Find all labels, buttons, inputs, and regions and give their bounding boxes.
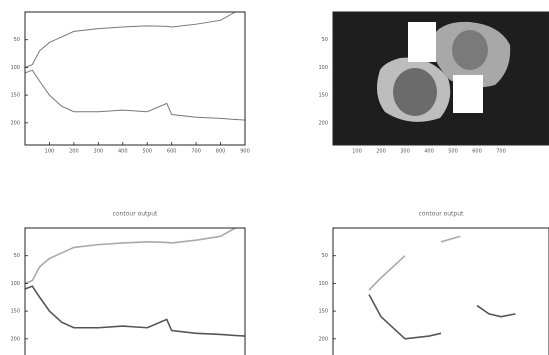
x-tick-label: 400 [118, 149, 128, 155]
image-square [453, 75, 483, 113]
x-tick-label: 100 [352, 149, 362, 155]
x-tick-label: 100 [45, 149, 55, 155]
line-series [369, 236, 460, 290]
axes-frame [25, 12, 245, 145]
x-tick-label: 600 [167, 149, 177, 155]
x-tick-label: 200 [69, 149, 79, 155]
image-blob [393, 68, 437, 116]
y-tick-label: 50 [14, 253, 20, 259]
line-series [25, 286, 245, 336]
x-tick-label: 700 [191, 149, 201, 155]
x-tick-label: 300 [94, 149, 104, 155]
y-tick-label: 200 [318, 336, 328, 342]
y-tick-label: 50 [14, 37, 20, 43]
line-series [25, 70, 245, 120]
chart-title: contour output [419, 211, 464, 218]
figure: 50 100 150 200 100 200 300 400 500 600 700 800 900 50… [0, 0, 549, 355]
image-content [333, 12, 549, 145]
x-tick-label: 800 [216, 149, 226, 155]
chart-title: contour output [113, 211, 158, 218]
x-tick-label: 400 [424, 149, 434, 155]
x-tick-label: 700 [496, 149, 506, 155]
line-series [25, 12, 235, 67]
x-tick-label: 900 [240, 149, 250, 155]
y-tick-label: 50 [322, 37, 328, 43]
y-tick-label: 150 [318, 309, 328, 315]
x-tick-label: 300 [400, 149, 410, 155]
x-tick-label: 200 [376, 149, 386, 155]
x-tick-label: 600 [472, 149, 482, 155]
x-tick-label: 500 [448, 149, 458, 155]
y-tick-label: 100 [10, 281, 20, 287]
y-tick-label: 50 [322, 253, 328, 259]
y-tick-label: 150 [318, 93, 328, 99]
axes-frame [333, 228, 549, 355]
y-tick-label: 100 [318, 65, 328, 71]
y-tick-label: 200 [318, 120, 328, 126]
y-tick-label: 100 [10, 65, 20, 71]
line-series [25, 228, 235, 283]
y-tick-label: 200 [10, 120, 20, 126]
y-tick-label: 150 [10, 309, 20, 315]
y-tick-label: 150 [10, 93, 20, 99]
line-series [369, 295, 515, 339]
image-square [408, 22, 436, 62]
axes-frame [25, 228, 245, 355]
x-tick-label: 500 [142, 149, 152, 155]
y-tick-label: 200 [10, 336, 20, 342]
page: {"chart_data": [ {"type": "line", "x": [… [0, 0, 549, 355]
y-tick-label: 100 [318, 281, 328, 287]
image-blob [452, 30, 488, 70]
